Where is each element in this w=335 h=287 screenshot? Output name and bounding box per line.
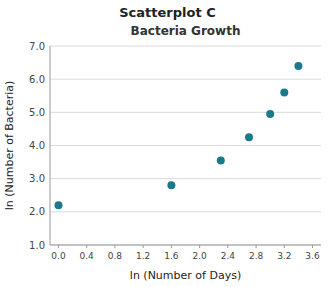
point [217,156,225,164]
y-axis: 1.0 2.0 3.0 4.0 5.0 6.0 7.0 [29,41,321,251]
x-axis-label: ln (Number of Days) [130,269,241,282]
tick-label: 0.4 [80,251,95,261]
point [167,181,175,189]
points [54,62,302,209]
subtitle: Bacteria Growth [131,24,241,38]
tick-label: 2.0 [192,251,207,261]
grid-line [50,79,321,80]
tick-label: 4.0 [29,140,45,151]
grid-line [50,178,321,179]
point [266,110,274,118]
y-axis-line [50,46,51,245]
tick-label: 0.0 [51,251,66,261]
grid-line [50,46,321,47]
tick-label: 0.8 [108,251,123,261]
title: Scatterplot C [119,5,215,20]
grid-line [50,245,321,246]
grid-line [50,112,321,113]
grid-line [50,211,321,212]
tick-label: 2.4 [221,251,236,261]
tick-label: 5.0 [29,107,45,118]
tick-label: 2.0 [29,206,45,217]
x-axis-line [50,245,321,246]
point [245,133,253,141]
tick-label: 3.0 [29,173,45,184]
grid-line [50,145,321,146]
tick-label: 1.0 [29,240,45,251]
point [280,88,288,96]
tick-label: 7.0 [29,41,45,52]
x-axis: 0.0 0.4 0.8 1.2 1.6 2.0 2.4 2.8 3.2 3.6 [51,245,320,261]
tick-label: 1.2 [136,251,150,261]
tick-label: 2.8 [249,251,264,261]
tick-label: 1.6 [164,251,179,261]
tick-label: 3.2 [277,251,291,261]
background [0,0,335,287]
point [54,201,62,209]
tick-label: 6.0 [29,74,45,85]
tick-label: 3.6 [305,251,320,261]
chart: Scatterplot C Bacteria Growth 1.0 2.0 3.0 4.0… [0,0,335,287]
point [294,62,302,70]
y-axis-label: ln (Number of Bacteria) [3,81,16,211]
